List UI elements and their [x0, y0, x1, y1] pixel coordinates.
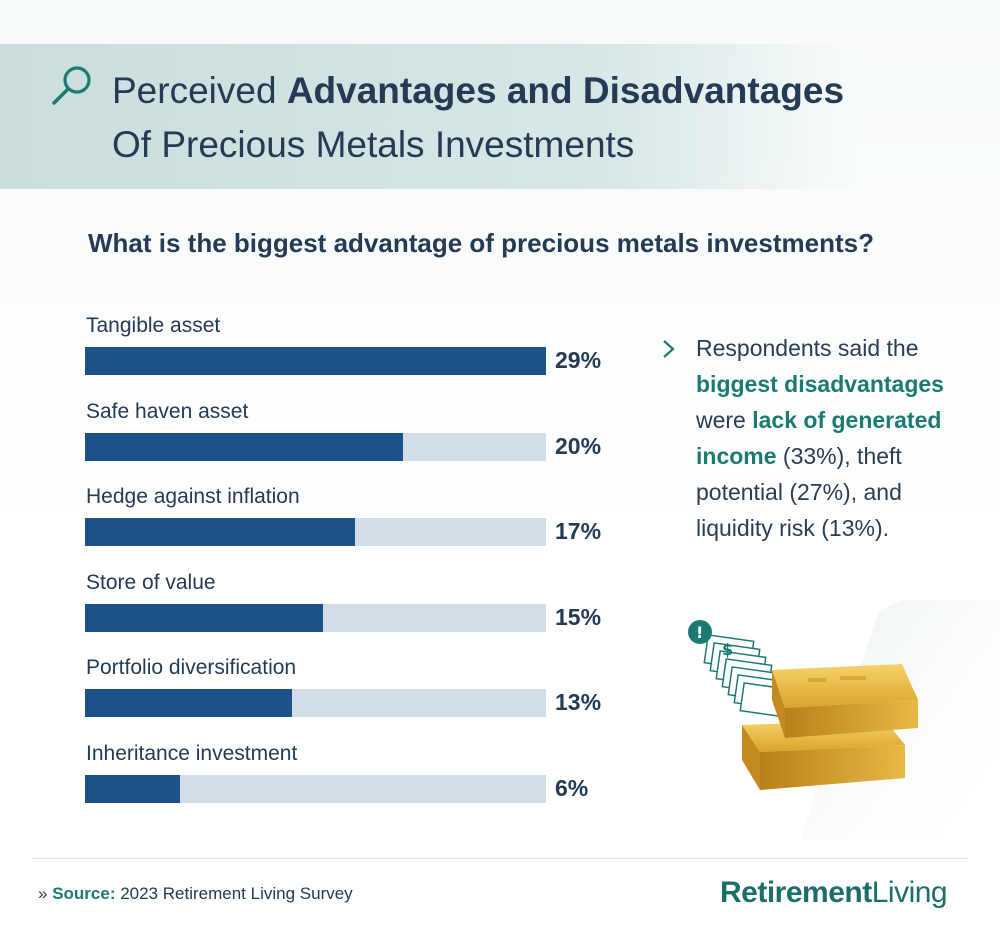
bar-track: [85, 432, 546, 461]
bar-value-label: 17%: [555, 518, 602, 544]
bar-label: Inheritance investment: [86, 741, 298, 765]
title-bold: Advantages and Disadvantages: [286, 70, 845, 111]
search-icon: [52, 66, 91, 105]
bar-label: Store of value: [86, 570, 216, 594]
bar-value-label: 13%: [555, 689, 602, 715]
bar-fill: [85, 689, 292, 717]
header-band: [0, 44, 860, 189]
bar-value-label: 20%: [555, 432, 602, 459]
callout-text-1: Respondents said the: [696, 335, 919, 361]
callout-highlight-2: lack of generated income: [696, 407, 942, 469]
bar-fill: [85, 603, 324, 632]
bar-fill: [85, 518, 356, 546]
bar-value-label: 6%: [555, 774, 589, 801]
footer-divider: [32, 858, 968, 859]
gold-bars-illustration: $ !: [688, 600, 1000, 840]
chart-question: What is the biggest advantage of preciou…: [88, 228, 874, 258]
page-title: Perceived Advantages and Disadvantages O…: [112, 64, 844, 172]
callout-highlight-1: biggest disadvantages: [696, 371, 944, 397]
source-text: 2023 Retirement Living Survey: [115, 884, 353, 903]
bar-fill: [85, 432, 403, 461]
title-line2: Of Precious Metals Investments: [112, 124, 635, 165]
bar-track: [85, 518, 546, 546]
bar-label: Portfolio diversification: [86, 656, 297, 679]
disadvantages-callout: Respondents said the biggest disadvantag…: [696, 330, 958, 546]
source-note: » Source: 2023 Retirement Living Survey: [38, 884, 353, 904]
money-stack: [703, 634, 791, 718]
bar-track: [85, 774, 546, 803]
brand-light: Living: [871, 876, 948, 909]
bar-label: Tangible asset: [86, 314, 221, 337]
double-chevron-icon: »: [38, 884, 48, 903]
bar-track: [85, 347, 546, 375]
bar-track: [85, 603, 546, 632]
svg-text:!: !: [696, 623, 703, 642]
callout-text-2: were: [696, 407, 753, 433]
source-label: Source:: [52, 884, 116, 903]
title-plain: Perceived: [112, 70, 287, 111]
dollar-icon: $: [722, 640, 733, 659]
bar-value-label: 29%: [555, 347, 602, 373]
bar-label: Hedge against inflation: [86, 485, 300, 508]
bar-label: Safe haven asset: [86, 399, 249, 423]
chevron-right-icon: [663, 340, 675, 358]
bar-track: [85, 689, 546, 717]
bar-fill: [85, 774, 181, 803]
alert-icon: !: [688, 620, 712, 644]
bar-value-label: 15%: [555, 603, 602, 630]
callout-text-3: (33%), theft potential (27%), and liquid…: [696, 443, 902, 541]
bar-fill: [85, 347, 546, 375]
brand-logo: RetirementLiving: [720, 876, 948, 910]
brand-bold: Retirement: [720, 876, 872, 909]
